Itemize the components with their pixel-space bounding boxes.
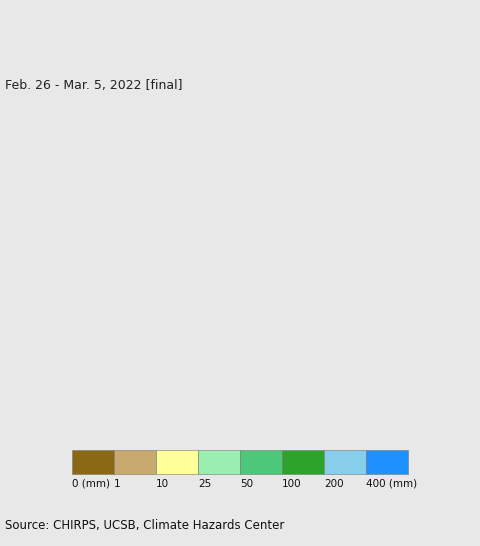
Text: 100: 100 — [282, 479, 301, 489]
Bar — [72, 450, 114, 474]
Text: Feb. 26 - Mar. 5, 2022 [final]: Feb. 26 - Mar. 5, 2022 [final] — [5, 79, 182, 92]
Bar — [240, 450, 282, 474]
Text: 200: 200 — [324, 479, 344, 489]
Bar — [366, 450, 408, 474]
Text: Source: CHIRPS, UCSB, Climate Hazards Center: Source: CHIRPS, UCSB, Climate Hazards Ce… — [5, 519, 284, 532]
Text: 25: 25 — [198, 479, 211, 489]
Bar — [324, 450, 366, 474]
Text: 400 (mm): 400 (mm) — [366, 479, 417, 489]
Text: 1: 1 — [114, 479, 120, 489]
Bar — [114, 450, 156, 474]
Text: 10: 10 — [156, 479, 169, 489]
Text: 50: 50 — [240, 479, 253, 489]
Bar — [156, 450, 198, 474]
Bar — [198, 450, 240, 474]
Bar — [282, 450, 324, 474]
Text: 0 (mm): 0 (mm) — [72, 479, 110, 489]
